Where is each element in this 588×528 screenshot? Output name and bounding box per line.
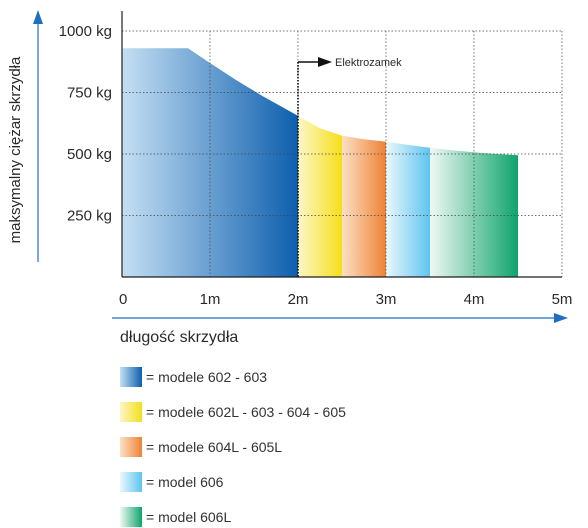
chart-axes xyxy=(33,10,568,323)
chart-areas xyxy=(122,48,518,278)
x-tick-label: 0 xyxy=(119,291,127,308)
legend-item: = modele 602 - 603 xyxy=(120,366,267,388)
legend-item: = modele 602L - 603 - 604 - 605 xyxy=(120,401,346,423)
x-tick-label: 1m xyxy=(200,291,221,308)
legend-swatch xyxy=(120,367,142,387)
y-axis-label: maksymalny ciężar skrzydła xyxy=(7,56,24,243)
chart-annotation: Elektrozamek xyxy=(297,57,402,277)
legend-label: = modele 602L - 603 - 604 - 605 xyxy=(146,404,346,420)
legend-label: = modele 604L - 605L xyxy=(146,439,283,455)
chart-grid xyxy=(122,30,563,277)
y-tick-label: 250 kg xyxy=(67,208,112,225)
legend-item: = model 606 xyxy=(120,471,223,493)
chart-ticks: 0 1m 2m 3m 4m 5m 250 kg 500 kg 750 kg 1000 kg xyxy=(59,23,573,308)
area-segment xyxy=(342,135,386,277)
area-segment xyxy=(298,115,342,278)
legend-swatch xyxy=(120,507,142,527)
legend-item: = modele 604L - 605L xyxy=(120,436,282,458)
x-label-arrowhead xyxy=(554,313,568,323)
annotation-arrowhead xyxy=(318,57,332,67)
y-tick-label: 1000 kg xyxy=(59,23,112,40)
x-axis-label: długość skrzydła xyxy=(120,329,238,346)
legend-label: = model 606 xyxy=(146,474,224,490)
area-segment xyxy=(386,141,430,277)
x-tick-label: 4m xyxy=(464,291,485,308)
legend-swatch xyxy=(120,472,142,492)
area-segment xyxy=(122,48,298,278)
y-tick-label: 750 kg xyxy=(67,85,112,102)
legend-item: = model 606L xyxy=(120,506,231,528)
legend-label: = model 606L xyxy=(146,509,232,525)
legend-label: = modele 602 - 603 xyxy=(146,369,268,385)
x-tick-label: 3m xyxy=(376,291,397,308)
legend-swatch xyxy=(120,437,142,457)
x-tick-label: 2m xyxy=(288,291,309,308)
y-tick-label: 500 kg xyxy=(67,146,112,163)
annotation-label: Elektrozamek xyxy=(335,57,402,69)
legend-swatch xyxy=(120,402,142,422)
area-segment xyxy=(430,147,518,277)
x-tick-label: 5m xyxy=(552,291,573,308)
y-label-arrowhead xyxy=(33,10,43,24)
